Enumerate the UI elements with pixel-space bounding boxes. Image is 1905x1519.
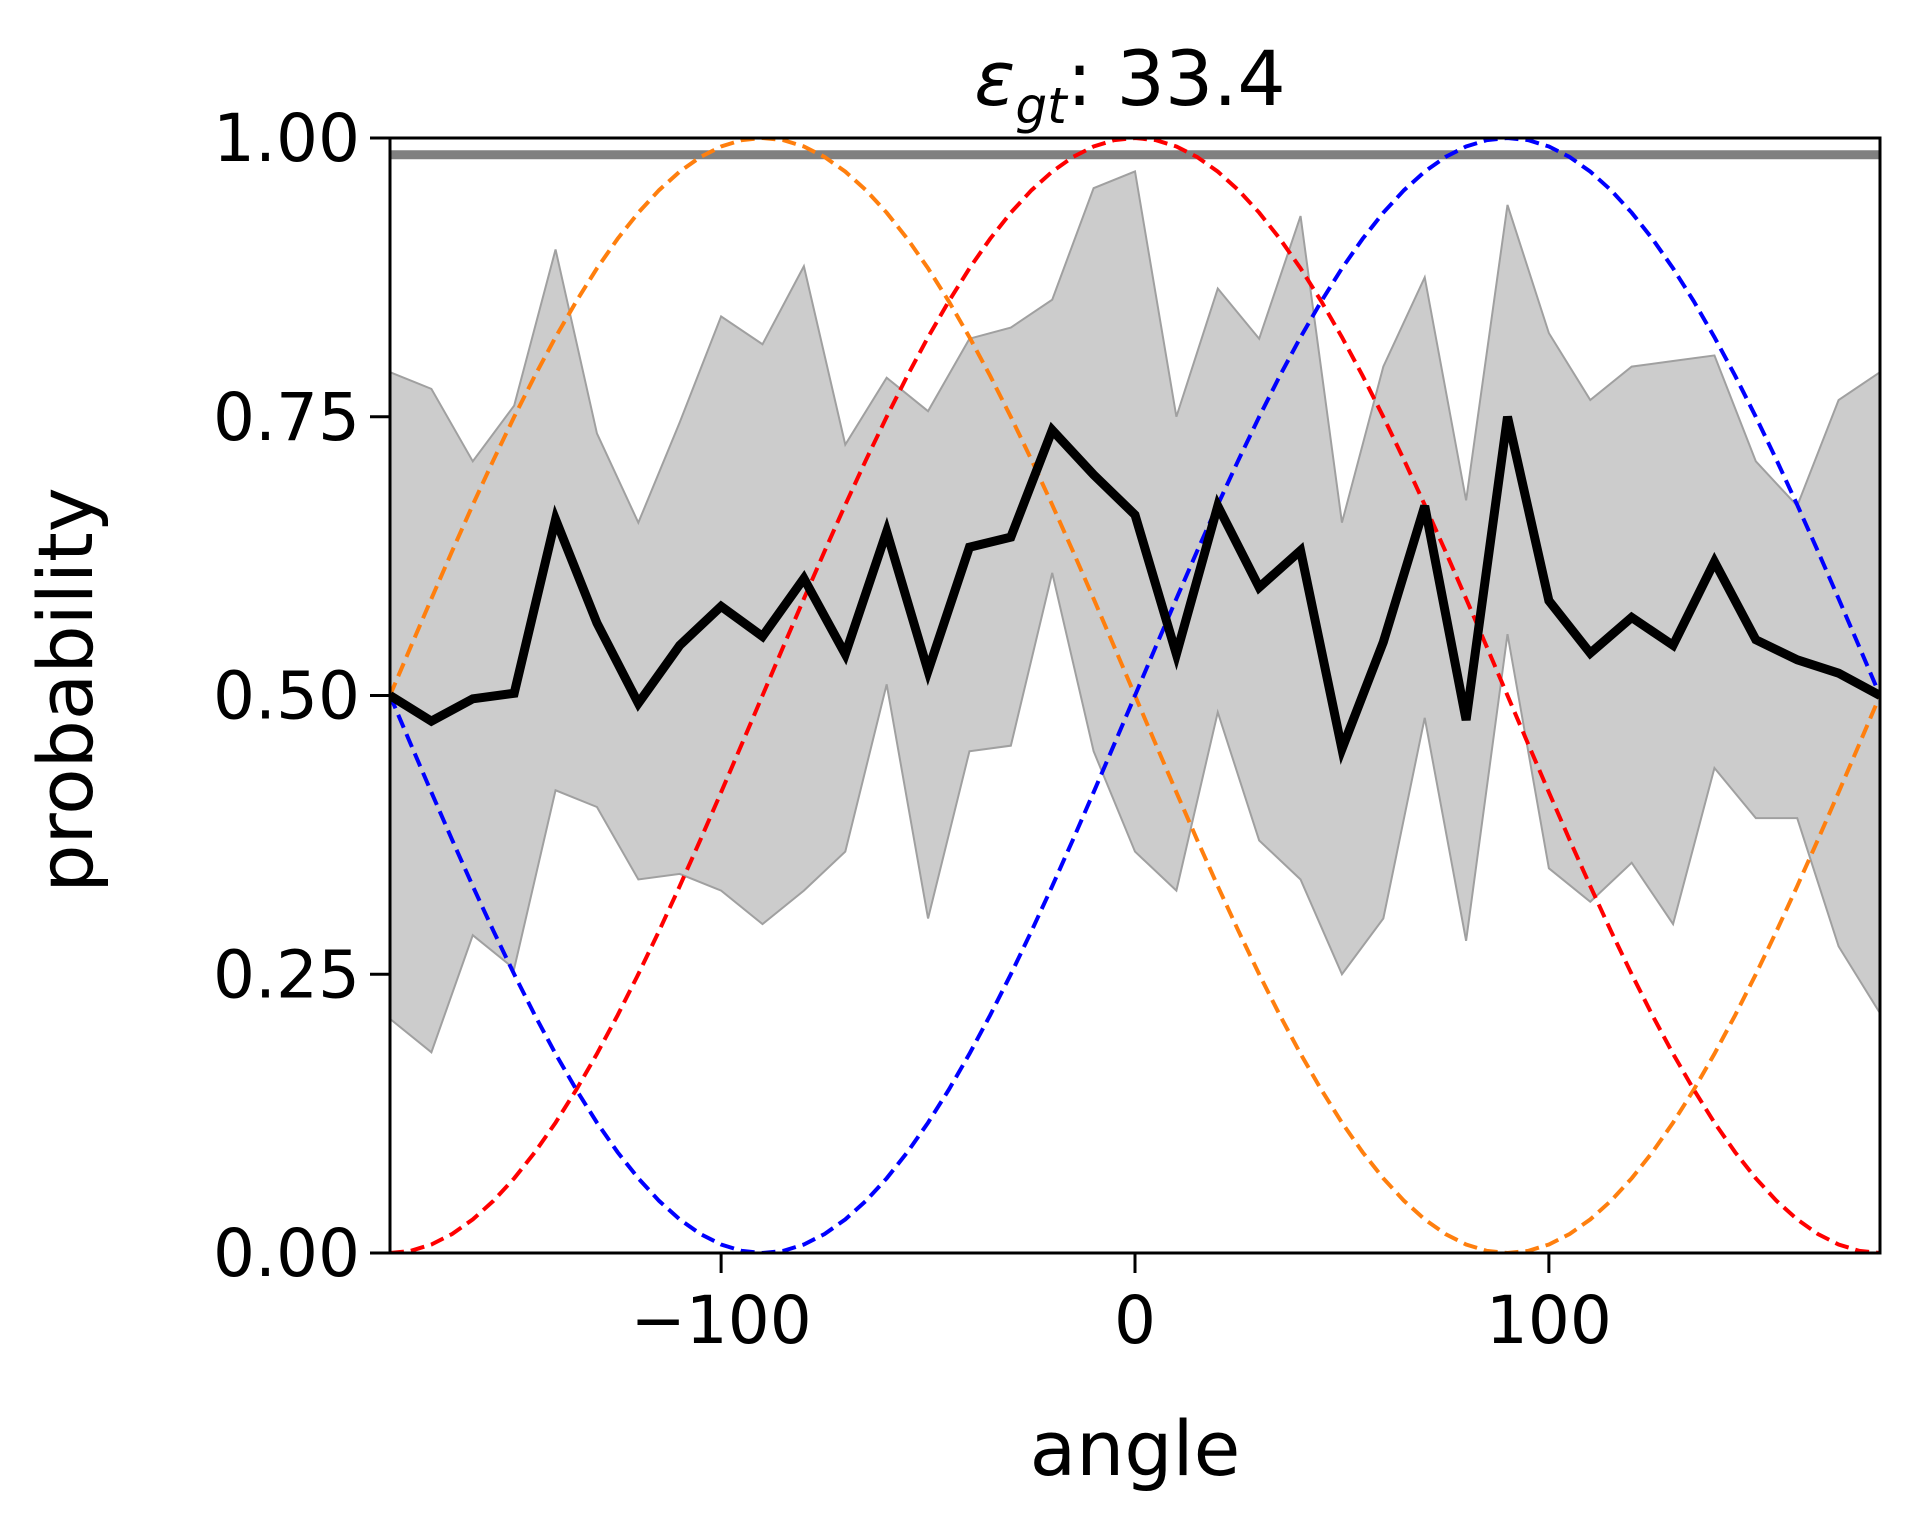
title-subscript: gt [1015,77,1069,135]
y-tick-label: 0.25 [213,936,360,1013]
x-tick-label: 100 [1486,1282,1612,1359]
red-curve [390,138,1880,1253]
x-axis-ticks: −100 0 100 [630,1253,1612,1359]
y-tick-label: 0.75 [213,379,360,456]
confidence-band-layer [390,170,1880,1054]
y-axis-label: probability [21,487,110,893]
reference-curves-layer [390,138,1880,1253]
main-series-line [390,415,1880,765]
y-tick-label: 1.00 [213,100,360,177]
blue-curve [390,138,1880,1253]
y-axis-ticks: 0.00 0.25 0.50 0.75 1.00 [213,100,390,1292]
confidence-band [390,170,1880,1054]
x-axis-label: angle [1030,1404,1241,1493]
y-tick-label: 0.00 [213,1215,360,1292]
title-value: : 33.4 [1067,34,1286,123]
x-tick-label: −100 [630,1282,811,1359]
y-tick-label: 0.50 [213,658,360,735]
plot-area [390,138,1880,1253]
main-series-layer [390,415,1880,765]
x-tick-label: 0 [1114,1282,1156,1359]
chart-title: εgt: 33.4 [974,34,1285,135]
title-symbol: ε [974,34,1015,123]
